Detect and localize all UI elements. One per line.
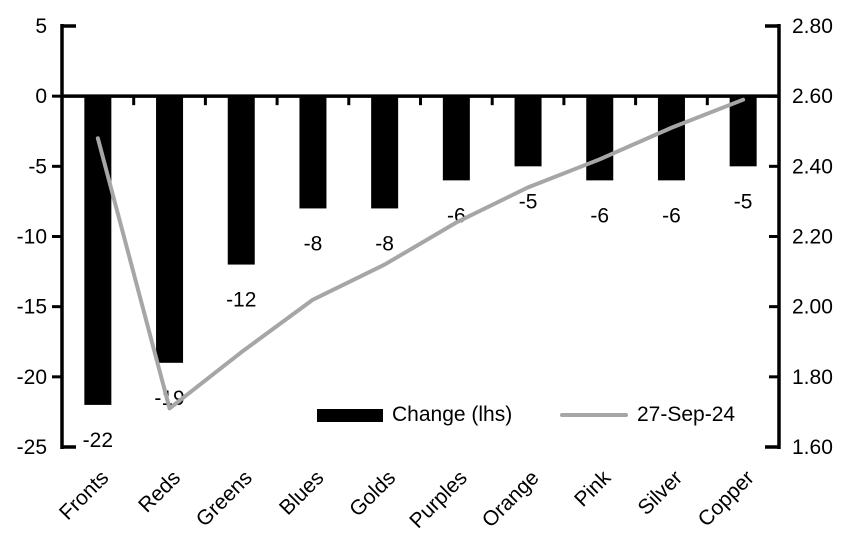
bar-data-label: -8: [375, 232, 394, 255]
legend-item-line: 27-Sep-24: [560, 402, 735, 428]
bar-golds: [371, 96, 399, 209]
bar-blues: [299, 96, 327, 209]
legend-label-line: 27-Sep-24: [637, 403, 736, 426]
left-axis-tick-label: 0: [35, 85, 47, 108]
bar-purples: [442, 96, 470, 181]
line-series-swatch: [560, 413, 628, 417]
category-label-reds: Reds: [134, 466, 185, 517]
legend-label-change: Change (lhs): [392, 403, 513, 426]
bar-data-label: -5: [519, 190, 538, 213]
category-label-copper: Copper: [694, 466, 759, 531]
bar-data-label: -5: [734, 190, 753, 213]
category-label-silver: Silver: [634, 466, 687, 519]
category-label-orange: Orange: [478, 466, 544, 532]
bar-data-label: -8: [304, 232, 323, 255]
category-label-fronts: Fronts: [55, 466, 113, 524]
right-axis-tick-label: 1.60: [792, 436, 833, 459]
right-axis-tick-label: 2.20: [792, 226, 833, 249]
left-axis-tick-label: -20: [17, 366, 47, 389]
bar-greens: [227, 96, 255, 265]
right-axis-tick-label: 2.80: [792, 15, 833, 38]
right-axis-tick-label: 2.00: [792, 296, 833, 319]
bar-orange: [514, 96, 542, 167]
left-axis-tick-label: 5: [35, 15, 47, 38]
category-label-greens: Greens: [192, 466, 257, 531]
bar-reds: [156, 96, 184, 363]
left-axis-tick-label: -25: [17, 436, 47, 459]
category-label-purples: Purples: [405, 466, 472, 533]
left-axis-tick-label: -5: [28, 155, 47, 178]
legend-item-change: Change (lhs): [317, 402, 512, 428]
bar-pink: [586, 96, 614, 181]
bar-fronts: [84, 96, 112, 405]
line-series: [95, 97, 746, 411]
right-axis-tick-label: 1.80: [792, 366, 833, 389]
category-label-golds: Golds: [345, 466, 400, 521]
bar-copper: [729, 96, 757, 167]
category-label-pink: Pink: [570, 466, 616, 512]
right-axis-tick-label: 2.40: [792, 155, 833, 178]
right-axis-tick-label: 2.60: [792, 85, 833, 108]
category-label-blues: Blues: [275, 466, 328, 519]
bar-data-label: -6: [662, 204, 681, 227]
bar-series-swatch: [317, 408, 383, 422]
bar-data-label: -12: [226, 289, 256, 312]
left-axis-tick-label: -15: [17, 296, 47, 319]
left-axis-tick-label: -10: [17, 226, 47, 249]
bar-data-label: -6: [590, 204, 609, 227]
bar-data-label: -22: [83, 429, 113, 452]
bar-silver: [657, 96, 685, 181]
